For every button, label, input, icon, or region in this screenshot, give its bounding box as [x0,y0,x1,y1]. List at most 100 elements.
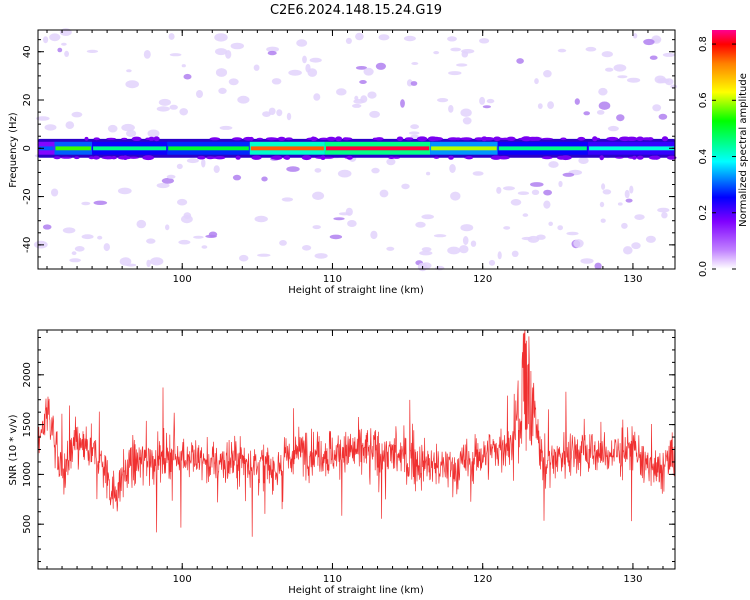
noise-speckle [450,47,462,52]
noise-speckle [370,230,378,240]
band-edge [310,136,316,142]
noise-speckle [562,172,575,177]
band-edge [498,137,503,140]
noise-speckle [472,171,484,176]
noise-speckle [276,109,283,117]
noise-speckle [266,46,279,53]
noise-speckle [296,39,308,47]
noise-speckle [625,198,633,203]
band-edge [615,156,624,159]
noise-speckle [146,259,151,268]
noise-speckle [574,98,580,105]
noise-speckle [410,134,420,139]
band-edge [101,156,114,160]
noise-speckle [566,231,579,236]
noise-speckle [136,219,147,229]
noise-speckle [400,99,405,108]
noise-speckle [228,78,239,86]
noise-speckle [617,75,628,79]
noise-speckle [617,202,623,206]
noise-speckle [616,114,625,122]
noise-speckle [352,103,362,108]
noise-speckle [261,176,268,182]
noise-speckle [462,236,469,245]
noise-speckle [594,262,602,270]
noise-speckle [239,254,249,262]
noise-speckle [150,257,164,266]
spectrogram-ytick-label: -40 [22,237,33,253]
noise-speckle [613,64,627,72]
noise-speckle [649,55,658,60]
spectrogram-ytick-label: 20 [22,94,33,107]
spectrogram-ytick-label: 40 [22,45,33,58]
noise-speckle [168,33,175,40]
noise-speckle [143,50,151,59]
band-edge [493,136,501,142]
snr-series-line [38,330,675,537]
noise-speckle [631,242,641,250]
noise-speckle [447,36,457,42]
noise-speckle [497,251,502,260]
noise-speckle [645,235,656,243]
band-edge [541,137,554,140]
noise-speckle [71,111,83,118]
noise-speckle [64,50,69,58]
band-edge [235,155,241,160]
snr-xtick-label: 120 [473,574,492,585]
band-edge [128,156,139,159]
spectrogram-ytick-label: -20 [22,188,33,204]
noise-speckle [257,253,271,257]
spectrogram-ticks: 100 110 120 130 -40 -20 0 20 40 [22,30,675,285]
noise-speckle [601,51,613,58]
noise-speckle [44,124,57,131]
noise-speckle [279,240,287,246]
band-edge [416,136,428,142]
band-edge [482,137,495,141]
noise-speckle [598,101,611,110]
noise-speckle [183,212,192,220]
band-edge [93,137,100,141]
noise-speckle [286,112,292,121]
band-edge [474,137,484,141]
noise-speckle [57,47,63,53]
noise-speckle [605,67,614,72]
noise-speckle [486,98,495,104]
noise-speckle [169,104,178,110]
noise-speckle [657,207,670,213]
noise-speckle [661,212,668,219]
noise-speckle [86,49,99,54]
noise-speckle [623,246,633,255]
band-edge [502,137,510,140]
noise-speckle [126,129,137,137]
band-edge [654,155,660,160]
noise-speckle [408,131,420,135]
noise-speckle [103,243,111,252]
band-edge [435,137,443,141]
colorbar-ticks: 0.0 0.2 0.4 0.6 0.8 [698,36,736,277]
noise-speckle [543,70,552,78]
noise-speckle [312,225,321,230]
noise-speckle [461,51,469,58]
noise-speckle [503,186,515,191]
band-edge [608,137,617,140]
spectrogram-panel: 100 110 120 130 -40 -20 0 20 40 Height of straig… [8,28,678,296]
noise-speckle [176,163,183,170]
band-edge [148,136,155,141]
band-edge [122,155,128,160]
noise-speckle [309,57,322,63]
band-edge [433,156,440,159]
noise-speckle [93,200,108,205]
snr-xtick-label: 130 [623,574,642,585]
noise-speckle [49,33,61,42]
noise-speckle [482,105,491,109]
band-edge [541,156,553,160]
noise-speckle [329,234,343,240]
noise-speckle [177,198,188,206]
noise-speckle [262,111,271,117]
noise-speckle [470,240,477,247]
snr-ytick-label: 2000 [22,362,33,387]
band-core [588,146,674,151]
noise-speckle [62,227,76,234]
band-edge [326,136,336,141]
